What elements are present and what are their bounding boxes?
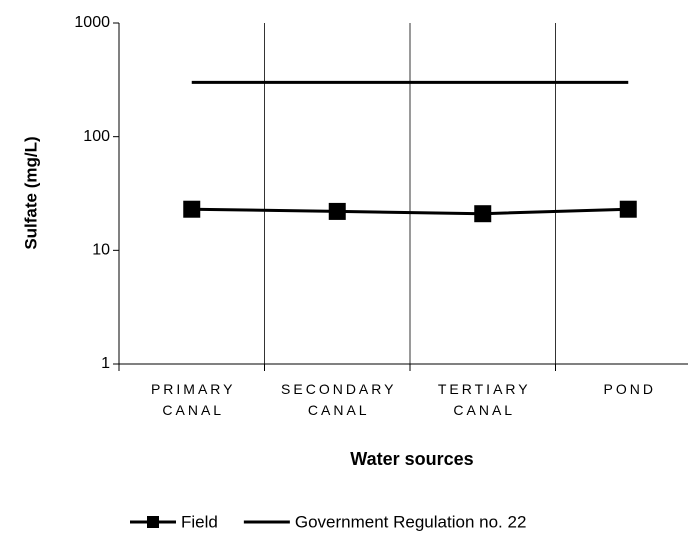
x-tick-label: TERTIARY CANAL <box>437 381 531 418</box>
legend-label: Field <box>181 512 218 531</box>
x-tick-label: POND <box>603 381 656 397</box>
x-tick-label: SECONDARY CANAL <box>281 381 397 418</box>
series-line <box>191 207 629 216</box>
y-tick-label: 100 <box>83 128 110 145</box>
x-axis-label: Water sources <box>350 449 473 469</box>
y-axis-label: Sulfate (mg/L) <box>21 136 40 249</box>
legend-label: Government Regulation no. 22 <box>295 512 527 531</box>
marker <box>328 202 346 220</box>
marker <box>619 200 637 218</box>
marker <box>474 205 492 223</box>
marker <box>183 200 201 218</box>
y-tick-label: 1000 <box>74 14 110 31</box>
y-tick-label: 1 <box>101 355 110 372</box>
x-tick-label: PRIMARY CANAL <box>150 381 236 418</box>
legend-marker <box>147 516 159 528</box>
y-tick-label: 10 <box>92 242 110 259</box>
